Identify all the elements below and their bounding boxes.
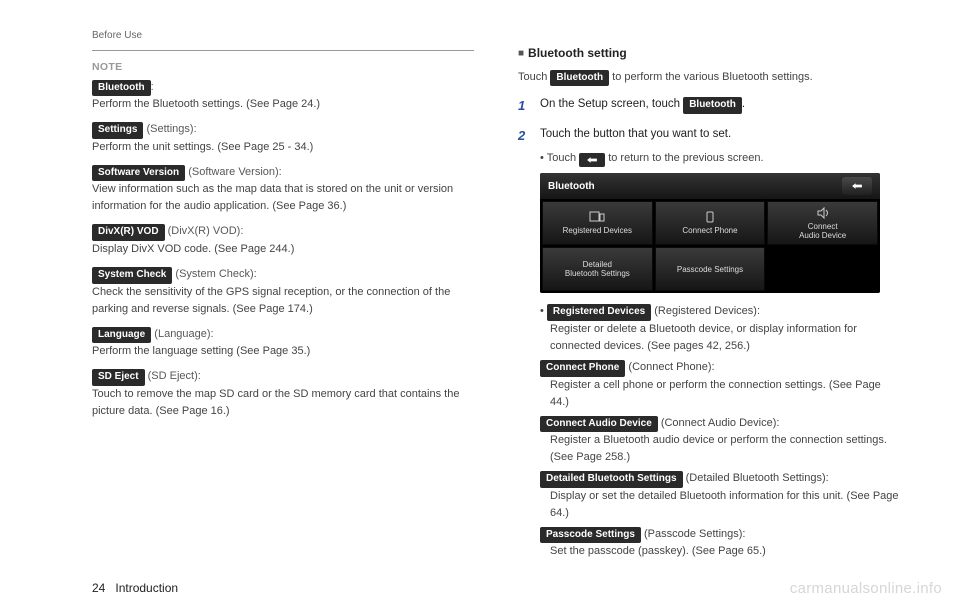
note-entry: Bluetooth: Perform the Bluetooth setting… [92,79,474,114]
audio-icon [816,207,830,219]
tile-registered-devices[interactable]: Registered Devices [542,201,653,245]
screen-back-button[interactable] [842,177,872,195]
note-entry: Software Version (Software Version): Vie… [92,164,474,216]
sub-bullet: • Touch to return to the previous screen… [540,150,900,167]
page-footer: 24Introduction [92,581,178,595]
bluetooth-step-label: Bluetooth [683,97,742,114]
system-check-label: System Check [92,267,172,284]
right-column: ■Bluetooth setting Touch Bluetooth to pe… [518,28,900,566]
bluetooth-screen: Bluetooth Registered Devices Connect Pho… [540,173,880,293]
step-1: 1 On the Setup screen, touch Bluetooth. [518,96,900,116]
detailed-bluetooth-label: Detailed Bluetooth Settings [540,471,683,488]
settings-label: Settings [92,122,143,139]
connect-audio-label: Connect Audio Device [540,416,658,433]
section-title: ■Bluetooth setting [518,44,900,63]
note-entry: Settings (Settings): Perform the unit se… [92,121,474,156]
step-2: 2 Touch the button that you want to set. [518,126,900,146]
phone-icon [704,211,716,223]
note-entry: Language (Language): Perform the languag… [92,326,474,361]
back-icon [579,153,605,167]
note-entry: SD Eject (SD Eject): Touch to remove the… [92,368,474,420]
intro-text: Touch Bluetooth to perform the various B… [518,69,900,87]
connect-phone-label: Connect Phone [540,360,625,377]
note-entry: DivX(R) VOD (DivX(R) VOD): Display DivX … [92,223,474,258]
divx-vod-label: DivX(R) VOD [92,224,165,241]
screen-title: Bluetooth [548,179,595,195]
devices-icon [589,211,605,223]
tile-empty [767,247,878,291]
tile-detailed-settings[interactable]: Detailed Bluetooth Settings [542,247,653,291]
note-entry: System Check (System Check): Check the s… [92,266,474,318]
note-heading: NOTE [92,59,474,75]
tile-connect-audio[interactable]: Connect Audio Device [767,201,878,245]
passcode-settings-label: Passcode Settings [540,527,641,544]
sd-eject-label: SD Eject [92,369,145,386]
bluetooth-label: Bluetooth [92,80,151,97]
language-label: Language [92,327,151,344]
watermark: carmanualsonline.info [790,580,942,597]
bluetooth-inline-label: Bluetooth [550,70,609,87]
tile-passcode-settings[interactable]: Passcode Settings [655,247,766,291]
header-rule [92,50,474,51]
tile-connect-phone[interactable]: Connect Phone [655,201,766,245]
explain-list: • Registered Devices (Registered Devices… [540,303,900,560]
header-section: Before Use [92,28,474,44]
software-version-label: Software Version [92,165,185,182]
registered-devices-label: Registered Devices [547,304,651,321]
left-column: Before Use NOTE Bluetooth: Perform the B… [92,28,474,566]
